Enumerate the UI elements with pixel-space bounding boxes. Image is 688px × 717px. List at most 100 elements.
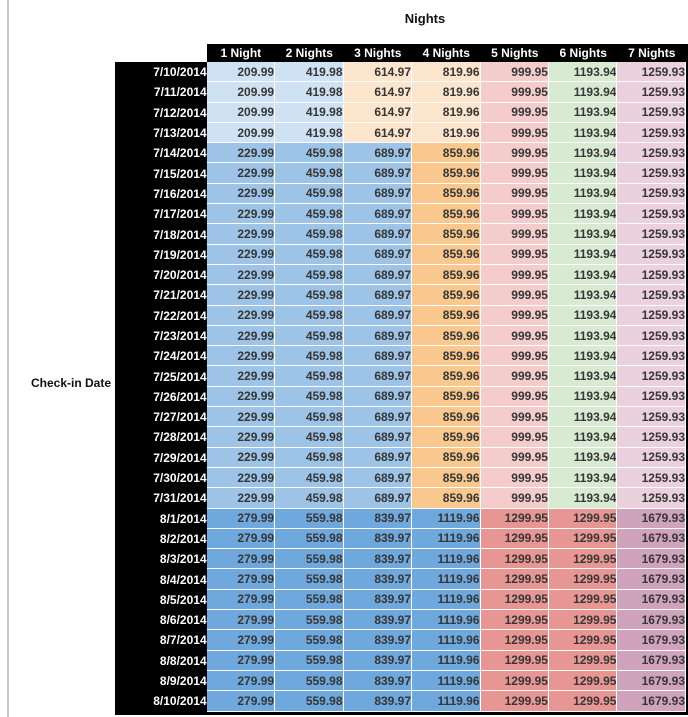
price-cell: 1193.94 <box>548 467 618 489</box>
date-cell: 8/5/2014 <box>115 589 207 611</box>
table-row: 8/3/2014 279.99 559.98 839.97 1119.96 1299.95… <box>115 549 686 570</box>
price-cell: 1193.94 <box>548 224 618 245</box>
table-row: 7/26/2014 229.99 459.98 689.97 859.96 999.95 1… <box>115 386 686 408</box>
price-cell: 859.96 <box>412 305 481 326</box>
table-row: 7/14/2014 229.99 459.98 689.97 859.96 999.95 1… <box>115 143 686 164</box>
price-cell: 689.97 <box>343 305 413 326</box>
price-cell: 459.98 <box>275 264 344 286</box>
price-cell: 1259.93 <box>617 143 686 164</box>
table-row: 8/1/2014 279.99 559.98 839.97 1119.96 1299.95… <box>115 508 686 529</box>
price-cell: 689.97 <box>343 244 413 265</box>
table-row: 7/28/2014 229.99 459.98 689.97 859.96 999.95 1… <box>115 427 686 448</box>
price-cell: 1299.95 <box>548 630 618 651</box>
price-cell: 1299.95 <box>548 528 618 550</box>
price-cell: 689.97 <box>343 407 413 428</box>
price-table: 1 Night 2 Nights 3 Nights 4 Nights 5 Nights 6… <box>115 44 688 715</box>
price-cell: 229.99 <box>206 407 276 428</box>
price-cell: 1679.93 <box>617 569 686 590</box>
price-cell: 999.95 <box>480 183 549 205</box>
price-cell: 819.96 <box>412 122 481 144</box>
price-cell: 689.97 <box>343 447 413 468</box>
price-cell: 459.98 <box>275 346 344 367</box>
price-cell: 1259.93 <box>617 386 686 408</box>
price-cell: 229.99 <box>206 264 276 286</box>
price-cell: 229.99 <box>206 204 276 225</box>
price-cell: 229.99 <box>206 224 276 245</box>
price-cell: 859.96 <box>412 285 481 306</box>
price-cell: 999.95 <box>480 366 549 387</box>
price-cell: 999.95 <box>480 325 549 347</box>
price-cell: 1259.93 <box>617 488 686 509</box>
table-row: 8/8/2014 279.99 559.98 839.97 1119.96 1299.95… <box>115 650 686 671</box>
price-cell: 559.98 <box>275 569 344 590</box>
price-cell: 839.97 <box>343 670 413 692</box>
price-cell: 279.99 <box>206 691 276 712</box>
row-axis-label: Check-in Date <box>30 376 111 390</box>
price-cell: 1259.93 <box>617 82 686 103</box>
price-cell: 1193.94 <box>548 264 618 286</box>
price-cell: 819.96 <box>412 82 481 103</box>
price-cell: 1299.95 <box>548 691 618 712</box>
price-cell: 689.97 <box>343 488 413 509</box>
table-row: 7/21/2014 229.99 459.98 689.97 859.96 999.95 1… <box>115 285 686 306</box>
date-cell: 7/22/2014 <box>115 305 207 326</box>
price-cell: 859.96 <box>412 447 481 468</box>
price-cell: 1259.93 <box>617 264 686 286</box>
price-cell: 459.98 <box>275 407 344 428</box>
date-cell: 7/18/2014 <box>115 224 207 245</box>
date-cell: 7/10/2014 <box>115 62 207 83</box>
price-cell: 1259.93 <box>617 346 686 367</box>
price-cell: 1259.93 <box>617 325 686 347</box>
table-row: 7/23/2014 229.99 459.98 689.97 859.96 999.95 1… <box>115 325 686 347</box>
price-cell: 1679.93 <box>617 549 686 570</box>
table-row: 7/27/2014 229.99 459.98 689.97 859.96 999.95 1… <box>115 407 686 428</box>
table-row: 8/4/2014 279.99 559.98 839.97 1119.96 1299.95… <box>115 569 686 590</box>
price-cell: 1299.95 <box>548 650 618 671</box>
date-cell: 8/8/2014 <box>115 650 207 671</box>
price-cell: 859.96 <box>412 427 481 448</box>
price-cell: 209.99 <box>206 82 276 103</box>
price-cell: 459.98 <box>275 183 344 205</box>
price-cell: 1193.94 <box>548 122 618 144</box>
date-cell: 7/30/2014 <box>115 467 207 489</box>
price-cell: 839.97 <box>343 549 413 570</box>
price-cell: 1193.94 <box>548 488 618 509</box>
price-cell: 1193.94 <box>548 183 618 205</box>
price-cell: 839.97 <box>343 508 413 529</box>
price-cell: 1299.95 <box>480 650 549 671</box>
price-cell: 999.95 <box>480 467 549 489</box>
table-row: 7/17/2014 229.99 459.98 689.97 859.96 999.95 1… <box>115 204 686 225</box>
left-margin-rule <box>7 0 9 717</box>
date-cell: 7/31/2014 <box>115 488 207 509</box>
price-cell: 559.98 <box>275 589 344 611</box>
table-row: 8/10/2014 279.99 559.98 839.97 1119.96 1299.9… <box>115 691 686 712</box>
price-cell: 1299.95 <box>480 691 549 712</box>
price-cell: 999.95 <box>480 122 549 144</box>
header-row: 1 Night 2 Nights 3 Nights 4 Nights 5 Nights 6… <box>115 44 686 62</box>
date-cell: 7/24/2014 <box>115 346 207 367</box>
price-cell: 1679.93 <box>617 650 686 671</box>
price-cell: 999.95 <box>480 264 549 286</box>
table-row: 8/2/2014 279.99 559.98 839.97 1119.96 1299.95… <box>115 528 686 550</box>
price-cell: 859.96 <box>412 183 481 205</box>
price-cell: 279.99 <box>206 650 276 671</box>
price-cell: 459.98 <box>275 204 344 225</box>
price-cell: 689.97 <box>343 163 413 184</box>
price-cell: 1193.94 <box>548 407 618 428</box>
date-cell: 7/11/2014 <box>115 82 207 103</box>
table-row: 7/13/2014 209.99 419.98 614.97 819.96 999.95 1… <box>115 122 686 144</box>
price-cell: 559.98 <box>275 630 344 651</box>
price-cell: 1193.94 <box>548 346 618 367</box>
table-row: 8/5/2014 279.99 559.98 839.97 1119.96 1299.95… <box>115 589 686 611</box>
price-cell: 1193.94 <box>548 427 618 448</box>
table-row: 7/16/2014 229.99 459.98 689.97 859.96 999.95 1… <box>115 183 686 205</box>
price-cell: 839.97 <box>343 630 413 651</box>
price-cell: 1259.93 <box>617 163 686 184</box>
date-cell: 7/27/2014 <box>115 407 207 428</box>
date-cell: 8/9/2014 <box>115 670 207 692</box>
table-row: 8/9/2014 279.99 559.98 839.97 1119.96 1299.95… <box>115 670 686 692</box>
price-cell: 1259.93 <box>617 224 686 245</box>
price-cell: 1299.95 <box>548 610 618 631</box>
price-cell: 459.98 <box>275 467 344 489</box>
